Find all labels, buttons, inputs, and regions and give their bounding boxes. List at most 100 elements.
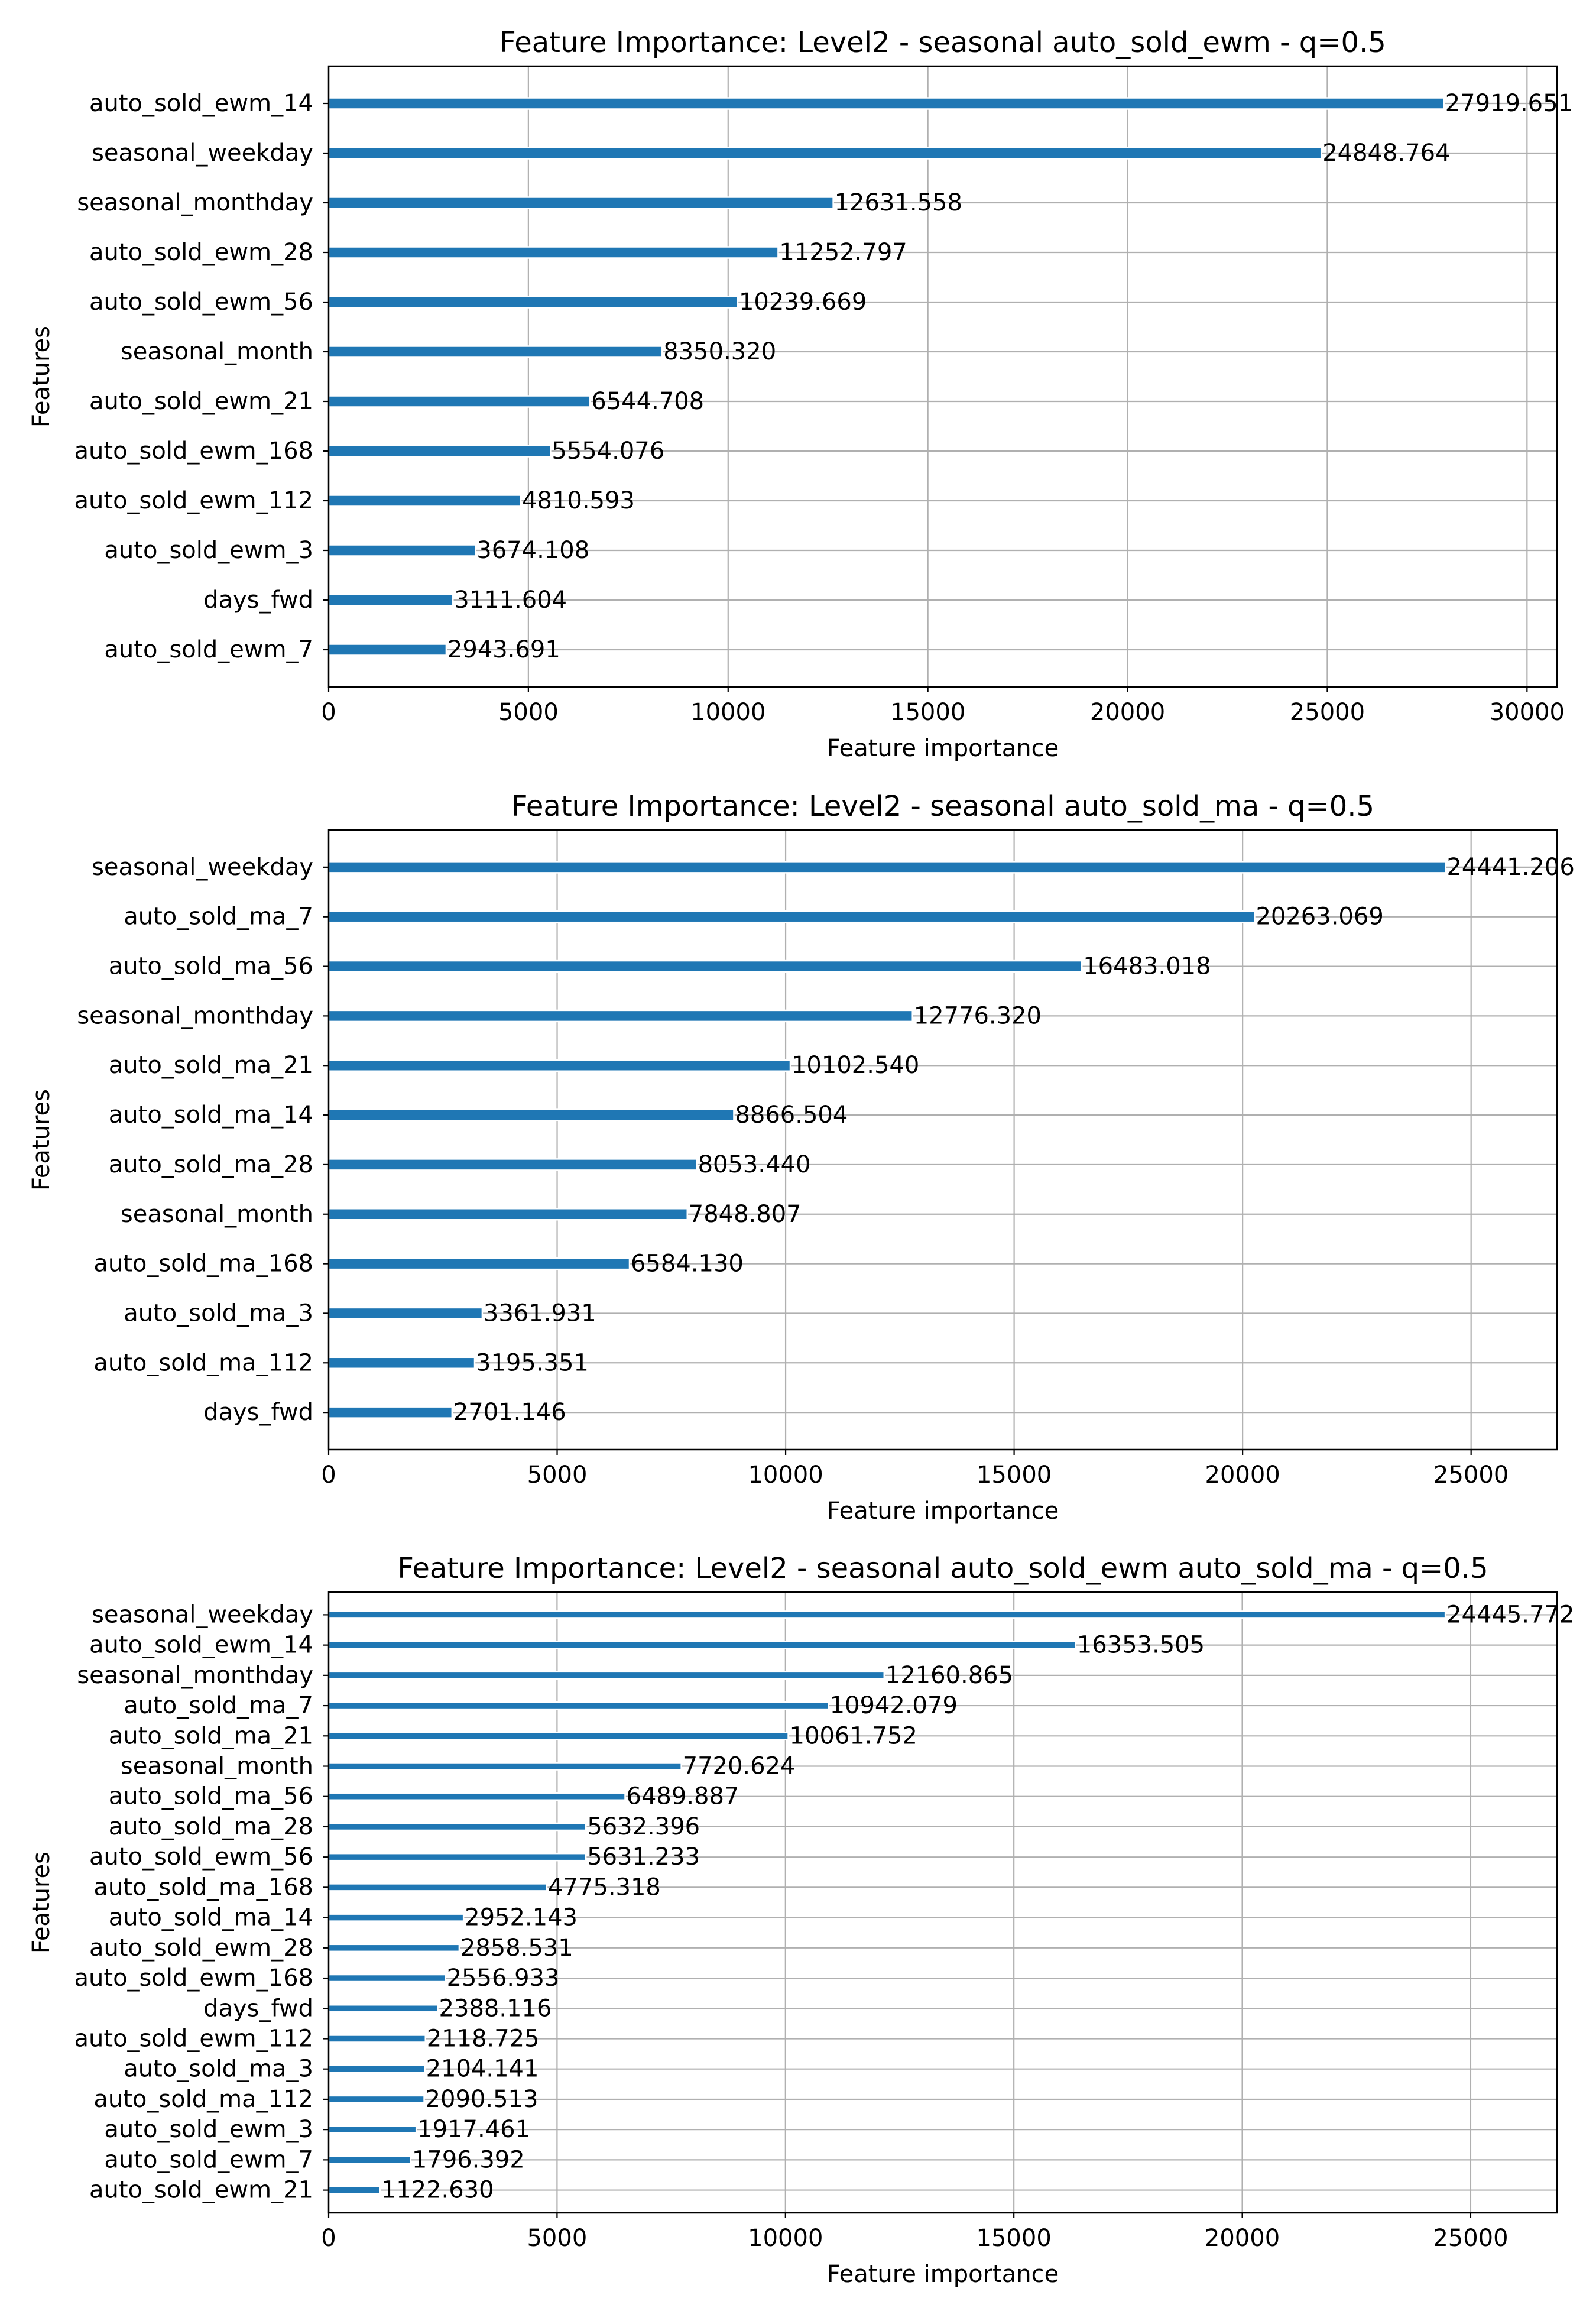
x-tick-label: 15000 <box>890 699 965 726</box>
y-tick-label: auto_sold_ma_28 <box>109 1151 313 1178</box>
bar-seasonal-month <box>327 1762 682 1771</box>
chart-2: 24441.206 20263.069 16483.018 12776.320 1010… <box>28 790 1575 1525</box>
y-tick-label: auto_sold_ewm_7 <box>104 2146 313 2173</box>
bar-auto-sold-ewm-56 <box>327 296 739 309</box>
bar-auto-sold-ma-112 <box>327 1356 476 1370</box>
data-label: 12631.558 <box>835 189 962 216</box>
bar-auto-sold-ewm-14 <box>327 1641 1077 1649</box>
bar-auto-sold-ma-3 <box>327 1307 484 1320</box>
data-label: 11252.797 <box>779 239 907 266</box>
data-label: 24445.772 <box>1446 1601 1574 1628</box>
bar-auto-sold-ewm-21 <box>327 2186 381 2194</box>
bar-auto-sold-ma-21 <box>327 1732 789 1740</box>
y-tick-label: seasonal_month <box>121 1201 313 1228</box>
y-tick-label: auto_sold_ma_112 <box>93 1349 313 1376</box>
x-tick-label: 25000 <box>1433 2225 1508 2252</box>
bar-seasonal-weekday <box>327 1610 1446 1619</box>
bar-auto-sold-ewm-21 <box>327 395 591 408</box>
chart-title: Feature Importance: Level2 - seasonal au… <box>397 1552 1488 1585</box>
bar-auto-sold-ma-28 <box>327 1822 587 1832</box>
data-label: 6544.708 <box>591 388 704 415</box>
axes-frame <box>327 1591 1558 2214</box>
data-label: 1917.461 <box>417 2116 530 2143</box>
y-axis-label: Features <box>28 326 55 427</box>
bar-auto-sold-ma-168 <box>327 1883 548 1892</box>
chart-1: 27919.651 24848.764 12631.558 11252.797 1023… <box>28 26 1573 762</box>
bar-days-fwd <box>327 2004 439 2013</box>
x-tick-label: 20000 <box>1090 699 1165 726</box>
x-tick-label: 5000 <box>498 699 559 726</box>
data-label: 7720.624 <box>683 1753 796 1780</box>
y-tick-label: seasonal_monthday <box>77 1662 313 1689</box>
y-tick-label: seasonal_month <box>121 338 313 365</box>
bar-auto-sold-ewm-56 <box>327 1852 587 1862</box>
bar-auto-sold-ewm-168 <box>327 1973 446 1983</box>
y-tick-label: auto_sold_ewm_56 <box>89 288 313 316</box>
y-tick-label: seasonal_weekday <box>92 854 313 881</box>
data-label: 2118.725 <box>427 2025 540 2052</box>
bar-auto-sold-ma-56 <box>327 1792 626 1801</box>
chart-title: Feature Importance: Level2 - seasonal au… <box>511 790 1374 823</box>
y-tick-label: auto_sold_ewm_28 <box>89 1934 313 1962</box>
data-label: 6489.887 <box>627 1783 739 1810</box>
bar-seasonal-month <box>327 1208 689 1221</box>
y-tick-label: auto_sold_ewm_21 <box>89 388 313 415</box>
bar-days-fwd <box>327 594 454 607</box>
y-tick-label: auto_sold_ma_7 <box>124 1692 313 1719</box>
bar-auto-sold-ma-21 <box>327 1059 791 1072</box>
data-label: 10942.079 <box>830 1692 958 1719</box>
data-label: 4775.318 <box>548 1873 661 1901</box>
data-label: 4810.593 <box>522 487 635 514</box>
data-label: 3195.351 <box>476 1349 589 1376</box>
x-tick-label: 5000 <box>527 2225 587 2252</box>
y-tick-label: seasonal_monthday <box>77 189 313 216</box>
x-tick-label: 20000 <box>1205 1461 1280 1489</box>
y-tick-label: days_fwd <box>203 1399 313 1426</box>
x-tick-label: 15000 <box>977 1461 1052 1489</box>
data-label: 12776.320 <box>914 1002 1042 1029</box>
bar-auto-sold-ma-7 <box>327 910 1256 923</box>
x-tick-label: 25000 <box>1290 699 1365 726</box>
data-label: 6584.130 <box>631 1250 744 1278</box>
y-tick-label: days_fwd <box>203 1995 313 2022</box>
data-label: 16353.505 <box>1077 1632 1205 1659</box>
x-axis-label: Feature importance <box>827 735 1059 762</box>
y-tick-label: auto_sold_ma_28 <box>109 1813 313 1840</box>
data-label: 2104.141 <box>426 2056 539 2083</box>
data-label: 3361.931 <box>484 1299 596 1327</box>
bar-seasonal-monthday <box>327 1671 885 1680</box>
bar-auto-sold-ewm-112 <box>327 494 522 507</box>
x-tick-label: 15000 <box>977 2225 1052 2252</box>
y-tick-label: seasonal_weekday <box>92 140 313 167</box>
y-tick-label: auto_sold_ewm_3 <box>104 2116 313 2143</box>
y-tick-label: auto_sold_ewm_3 <box>104 537 313 564</box>
data-label: 5631.233 <box>587 1843 700 1871</box>
x-tick-label: 0 <box>321 1461 336 1489</box>
data-label: 5554.076 <box>552 437 664 465</box>
x-tick-label: 20000 <box>1205 2225 1280 2252</box>
data-label: 10102.540 <box>791 1052 919 1079</box>
data-label: 2388.116 <box>439 1995 552 2022</box>
data-label: 24441.206 <box>1446 854 1574 881</box>
bar-auto-sold-ma-3 <box>327 2064 426 2073</box>
bar-auto-sold-ma-14 <box>327 1108 735 1121</box>
y-tick-label: auto_sold_ma_56 <box>109 953 313 980</box>
data-label: 16483.018 <box>1083 953 1211 980</box>
data-label: 3111.604 <box>454 586 567 614</box>
y-tick-label: auto_sold_ma_112 <box>93 2086 313 2113</box>
bar-auto-sold-ma-112 <box>327 2095 425 2104</box>
y-tick-label: seasonal_month <box>121 1753 313 1780</box>
bar-auto-sold-ewm-3 <box>327 544 476 557</box>
bar-auto-sold-ewm-112 <box>327 2034 426 2043</box>
x-tick-label: 10000 <box>748 2225 823 2252</box>
data-label: 12160.865 <box>885 1662 1013 1689</box>
bar-seasonal-month <box>327 345 663 358</box>
y-tick-label: auto_sold_ewm_168 <box>74 1965 313 1992</box>
y-tick-label: auto_sold_ewm_14 <box>89 1632 313 1659</box>
bar-days-fwd <box>327 1406 453 1419</box>
bar-auto-sold-ewm-3 <box>327 2125 417 2134</box>
bar-seasonal-monthday <box>327 1009 913 1023</box>
x-axis-label: Feature importance <box>827 2261 1059 2288</box>
y-axis-label: Features <box>28 1089 55 1191</box>
